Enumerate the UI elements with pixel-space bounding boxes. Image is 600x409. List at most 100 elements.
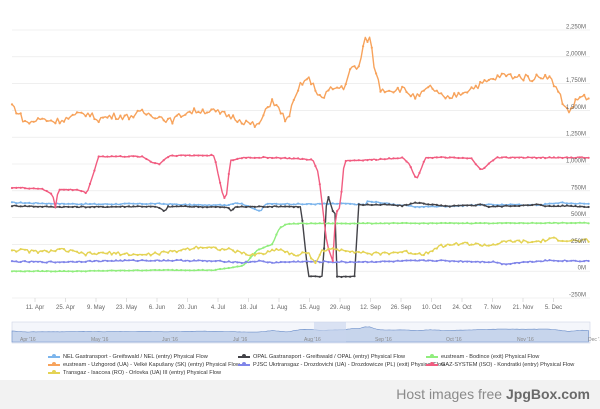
legend-item[interactable]: eustream - Uzhgorod (UA) - Velké Kapušan…: [48, 361, 240, 369]
series-point: [496, 156, 499, 159]
series-point: [414, 175, 417, 178]
series-point: [565, 202, 569, 205]
series-point: [305, 222, 308, 225]
series-point: [327, 196, 330, 199]
series-point: [587, 240, 590, 243]
series-point: [71, 113, 74, 116]
series-point: [292, 98, 295, 102]
series-point: [509, 262, 512, 266]
series-point: [23, 204, 27, 207]
series-point: [318, 202, 321, 205]
series-point: [340, 248, 343, 251]
series-point: [396, 204, 399, 207]
series-point: [158, 259, 161, 262]
series-point: [383, 203, 386, 206]
series-point: [114, 205, 118, 208]
series-point: [223, 260, 226, 264]
series-point: [531, 240, 534, 244]
series-point: [284, 120, 287, 123]
series-point: [409, 252, 412, 255]
series-point: [466, 241, 469, 244]
footer-text[interactable]: Host images free JpgBox.com: [396, 386, 590, 402]
series-point: [197, 268, 200, 272]
series-point: [518, 261, 521, 265]
series-point: [479, 221, 482, 225]
series-point: [97, 120, 100, 124]
series-point: [114, 259, 118, 262]
grid-lines: [12, 29, 590, 299]
series-point: [10, 201, 14, 204]
series-point: [88, 202, 92, 206]
series-point: [275, 233, 278, 236]
series-point: [557, 222, 560, 225]
series-point: [245, 260, 248, 263]
series-point: [132, 202, 135, 205]
series-point: [288, 205, 291, 208]
series-point: [119, 259, 122, 262]
series-point: [184, 113, 187, 116]
series-point: [366, 200, 369, 203]
series-point: [561, 156, 564, 160]
legend-item[interactable]: OPAL Gastransport - Greifswald / OPAL (e…: [238, 353, 405, 361]
series-point: [370, 203, 373, 207]
series-point: [314, 275, 317, 278]
series-point: [119, 155, 122, 158]
series-point: [197, 247, 200, 250]
series-point: [214, 268, 217, 271]
series-point: [223, 248, 226, 251]
series-point: [401, 259, 404, 262]
series-point: [71, 270, 74, 273]
series-point: [180, 249, 183, 252]
navigator-selection[interactable]: [314, 322, 346, 343]
series-point: [370, 200, 373, 203]
series-point: [41, 205, 44, 208]
series-point: [526, 222, 530, 225]
series-point: [223, 267, 226, 270]
y-tick-label: 1,750M: [566, 78, 586, 84]
range-navigator[interactable]: Apr '16 May '16 Jun '16 Jul '16 Aug '16 Sep '…: [11, 321, 600, 344]
series-point: [110, 155, 113, 158]
series-point: [206, 111, 209, 114]
series-point: [535, 73, 538, 76]
navigator-tick-label: Oct '16: [446, 337, 462, 343]
series-point: [444, 259, 447, 262]
series-point: [214, 246, 217, 249]
series-point: [32, 202, 35, 205]
series-point: [574, 204, 577, 208]
legend-item[interactable]: PJSC Ukrtransgaz - Drozdovichi (UA) - Dr…: [238, 361, 445, 369]
series-point: [54, 270, 57, 273]
series-point: [574, 222, 577, 225]
series-point: [292, 206, 295, 209]
series-point: [119, 114, 122, 117]
legend-item[interactable]: Transgaz - Isaccea (RO) - Orlovka (UA) I…: [48, 369, 221, 377]
y-tick-label: 500M: [571, 212, 586, 218]
series-point: [401, 251, 404, 254]
series-point: [167, 117, 170, 120]
series-point: [28, 201, 31, 204]
series-point: [10, 270, 14, 273]
series-markers: [10, 258, 590, 266]
series-point: [227, 172, 230, 176]
series-point: [357, 203, 360, 206]
series-point: [167, 259, 170, 262]
series-point: [119, 203, 122, 206]
series-point: [253, 125, 256, 128]
series-point: [353, 203, 356, 206]
series-point: [526, 204, 530, 207]
legend-item[interactable]: eustream - Bodince (exit) Physical Flow: [426, 353, 539, 361]
series-point: [214, 204, 217, 207]
series-point: [305, 78, 308, 81]
series-point: [262, 114, 265, 117]
legend-item[interactable]: GAZ-SYSTEM (ISO) - Kondratki (entry) Phy…: [426, 361, 574, 369]
series-point: [188, 203, 191, 206]
series-point: [275, 205, 278, 208]
series-point: [448, 97, 451, 100]
legend-item[interactable]: NEL Gastransport - Greifswald / NEL (ent…: [48, 353, 208, 361]
series-point: [62, 205, 66, 208]
series-point: [141, 269, 144, 272]
series-point: [414, 201, 417, 204]
series-point: [49, 260, 53, 263]
series-point: [284, 203, 287, 206]
series-point: [210, 153, 213, 156]
series-point: [561, 239, 564, 243]
